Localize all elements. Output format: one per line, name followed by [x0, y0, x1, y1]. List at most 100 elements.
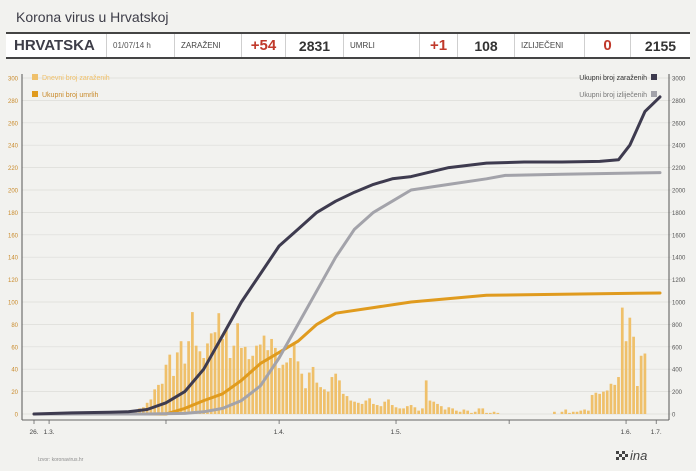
daily-bar [307, 372, 311, 414]
daily-bar [583, 409, 586, 414]
left-tick-label: 60 [11, 345, 18, 351]
daily-bar [157, 384, 160, 414]
daily-bar [439, 406, 443, 414]
daily-bar [470, 412, 473, 414]
daily-bar [285, 362, 289, 414]
region-name: HRVATSKA [6, 34, 107, 57]
right-tick-label: 400 [672, 368, 683, 374]
daily-bar [243, 346, 247, 414]
daily-bar [338, 380, 341, 414]
infected-line [32, 95, 662, 416]
right-tick-label: 0 [672, 413, 676, 419]
daily-bar [262, 335, 266, 414]
daily-bar [270, 338, 273, 414]
daily-bar [187, 341, 190, 414]
daily-bar [481, 408, 485, 414]
right-tick-label: 3000 [672, 77, 686, 83]
legend-label: Ukupni broj umrlih [42, 92, 99, 99]
deaths-label: UMRLI [344, 34, 420, 57]
daily-bar [217, 313, 221, 414]
daily-bar [413, 407, 417, 414]
recovered-label: IZLIJEČENI [515, 34, 585, 57]
daily-bar [613, 384, 617, 414]
daily-bar [466, 410, 470, 414]
daily-bar [341, 393, 345, 414]
right-tick-label: 2400 [672, 144, 686, 150]
daily-bar [228, 358, 232, 414]
left-tick-label: 220 [8, 166, 19, 172]
right-tick-label: 2600 [672, 121, 686, 127]
daily-bar [455, 410, 458, 414]
daily-bar [488, 412, 492, 414]
daily-bar [323, 389, 326, 414]
daily-bar [609, 383, 613, 414]
daily-bar [319, 387, 322, 414]
daily-bar [304, 388, 307, 414]
deaths-total: 108 [458, 34, 515, 57]
legend-swatch [32, 91, 38, 97]
stats-bar: HRVATSKA 01/07/14 h ZARAŽENI +54 2831 UM… [6, 32, 690, 59]
daily-bar [353, 401, 356, 414]
daily-bar [172, 375, 175, 414]
daily-bar [564, 409, 568, 414]
left-tick-label: 240 [8, 144, 19, 150]
daily-bar [590, 394, 594, 414]
right-tick-label: 600 [672, 345, 683, 351]
logo-text: ina [630, 448, 647, 463]
legend-label: Ukupni broj izliječenih [579, 92, 647, 99]
daily-bar [368, 398, 371, 414]
daily-bar [379, 406, 383, 414]
daily-bar [586, 410, 590, 414]
update-date: 01/07/14 h [107, 34, 175, 57]
daily-bar [277, 368, 281, 414]
x-tick-label: 1.7. [651, 429, 662, 436]
x-tick-label: 26. [29, 429, 38, 436]
daily-bar [360, 403, 364, 414]
left-tick-label: 280 [8, 99, 19, 105]
left-tick-label: 160 [8, 233, 19, 239]
legend-label: Ukupni broj zaraženih [579, 75, 647, 82]
deaths-line [32, 291, 662, 416]
infected-delta: +54 [242, 34, 286, 57]
right-tick-label: 2000 [672, 189, 686, 195]
right-tick-label: 1400 [672, 256, 686, 262]
daily-bar [421, 408, 424, 414]
daily-bar [213, 332, 217, 414]
daily-bar [620, 307, 624, 414]
daily-bar [428, 400, 432, 414]
daily-bar [571, 411, 575, 414]
daily-bar [473, 411, 477, 414]
daily-bar [311, 366, 315, 414]
x-tick-label: 1.4. [274, 429, 285, 436]
daily-bar [292, 342, 296, 414]
right-tick-label: 1600 [672, 233, 686, 239]
left-tick-label: 100 [8, 301, 19, 307]
recovered-line [32, 171, 662, 416]
daily-bar [289, 358, 292, 414]
legend-swatch [32, 74, 38, 80]
daily-bar [402, 408, 405, 414]
daily-bar [424, 380, 428, 414]
daily-bar [202, 358, 206, 414]
daily-bar [334, 373, 338, 414]
left-tick-label: 140 [8, 256, 19, 262]
daily-bar [605, 390, 609, 414]
left-tick-label: 200 [8, 189, 19, 195]
right-tick-label: 1800 [672, 211, 686, 217]
daily-bar [602, 391, 605, 414]
daily-bar [598, 393, 602, 414]
left-tick-label: 0 [15, 413, 19, 419]
daily-bar [387, 399, 390, 414]
daily-bar [206, 343, 209, 414]
daily-bar [179, 341, 183, 414]
right-tick-label: 2200 [672, 166, 686, 172]
daily-bar [405, 406, 409, 414]
daily-bar [364, 400, 368, 414]
daily-bar [296, 361, 300, 414]
daily-bar [258, 344, 262, 414]
hina-logo: ina [616, 448, 647, 463]
daily-bar [575, 411, 579, 414]
legend-swatch [651, 74, 657, 80]
daily-bar [266, 350, 270, 414]
daily-bar [643, 353, 647, 414]
